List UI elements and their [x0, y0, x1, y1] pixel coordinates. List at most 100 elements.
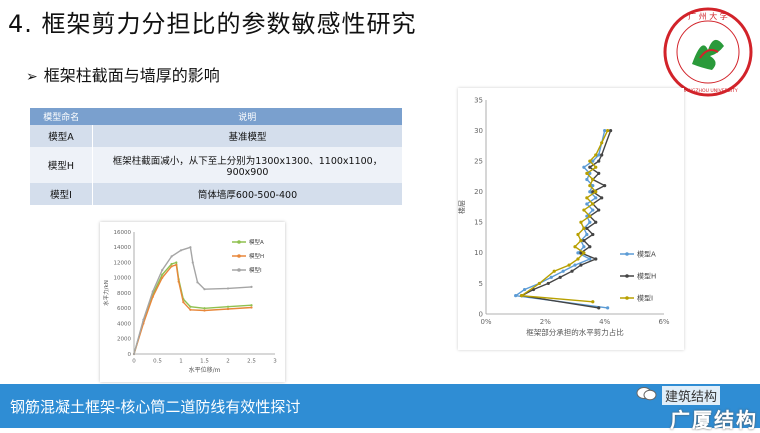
- data-point: [579, 263, 583, 267]
- section-subtitle: ➢ 框架柱截面与墙厚的影响: [26, 62, 220, 86]
- data-point: [579, 220, 583, 224]
- data-point: [597, 171, 601, 175]
- data-point: [170, 255, 173, 258]
- data-point: [226, 307, 230, 311]
- data-point: [582, 226, 586, 230]
- data-point: [588, 159, 592, 163]
- data-point: [597, 208, 601, 212]
- data-point: [203, 288, 206, 291]
- data-point: [573, 263, 577, 267]
- data-point: [594, 190, 598, 194]
- data-point: [175, 263, 178, 266]
- data-point: [585, 196, 589, 200]
- data-point: [522, 287, 527, 292]
- data-point: [588, 245, 592, 249]
- x-tick-label: 2.5: [247, 359, 256, 365]
- wechat-icon: [636, 387, 657, 401]
- x-axis-label: 水平位移/m: [189, 366, 221, 374]
- table-row: 模型H 框架柱截面减小，从下至上分别为1300x1300、1100x1100，9…: [30, 147, 402, 183]
- data-point: [573, 245, 577, 249]
- y-tick-label: 10000: [114, 276, 132, 282]
- model-table: 模型命名 说明 模型A 基准模型 模型H 框架柱截面减小，从下至上分别为1300…: [30, 108, 402, 205]
- data-point: [597, 159, 601, 163]
- data-point: [250, 285, 253, 288]
- legend-label: 模型H: [249, 252, 264, 260]
- data-point: [591, 300, 595, 304]
- legend-marker: [625, 296, 629, 300]
- data-point: [175, 261, 178, 264]
- university-logo: 广 州 大 学 GUANGZHOU UNIVERSITY: [663, 7, 753, 97]
- data-point: [189, 305, 192, 308]
- series-line: [133, 263, 252, 355]
- data-point: [226, 287, 230, 290]
- table-row: 模型I 筒体墙厚600-500-400: [30, 183, 402, 205]
- data-point: [585, 232, 589, 237]
- table-cell-desc: 基准模型: [92, 125, 402, 147]
- y-tick-label: 0: [128, 352, 132, 358]
- data-point: [151, 290, 154, 293]
- shear-ratio-chart-svg: 0 5 10 15 20 25 30 35 0% 2% 4% 6% 框架部分承担的水平剪力占比 楼层模型A…: [457, 96, 670, 337]
- data-point: [591, 202, 595, 206]
- data-point: [585, 171, 589, 175]
- data-point: [594, 153, 598, 157]
- table-cell-model: 模型I: [30, 183, 93, 205]
- x-tick-label: 1.5: [200, 359, 209, 365]
- data-point: [567, 263, 571, 267]
- data-point: [579, 239, 583, 243]
- data-point: [142, 318, 145, 321]
- data-point: [588, 220, 592, 224]
- data-point: [582, 165, 586, 169]
- legend-label: 模型I: [637, 293, 653, 302]
- data-point: [597, 153, 601, 157]
- data-point: [558, 275, 562, 279]
- data-point: [588, 184, 592, 188]
- data-point: [549, 275, 553, 279]
- data-point: [591, 184, 595, 188]
- legend-label: 模型I: [249, 266, 262, 274]
- x-tick-label: 1: [179, 359, 183, 365]
- data-point: [594, 220, 598, 224]
- pushover-chart-svg: 0 2000 4000 6000 8000 10000 12000 14000 16000 0 0.…: [102, 230, 277, 374]
- table-cell-model: 模型H: [30, 147, 93, 183]
- footer-banner: 钢筋混凝土框架-核心筒二道防线有效性探讨: [0, 384, 760, 428]
- x-tick-label: 0.5: [153, 359, 162, 365]
- data-point: [600, 153, 604, 157]
- legend-marker: [625, 252, 629, 256]
- data-point: [561, 269, 565, 273]
- legend-marker: [237, 254, 241, 258]
- data-point: [132, 352, 136, 356]
- data-point: [537, 281, 541, 286]
- x-tick-label: 0: [132, 359, 136, 365]
- data-point: [594, 165, 598, 169]
- data-point: [585, 177, 589, 182]
- y-tick-label: 14000: [114, 245, 132, 251]
- data-point: [585, 226, 589, 230]
- table-cell-desc: 筒体墙厚600-500-400: [92, 183, 402, 205]
- legend-marker: [625, 274, 629, 278]
- x-tick-label: 4%: [599, 318, 610, 326]
- y-axis-label: 楼层: [458, 200, 466, 214]
- data-point: [189, 308, 192, 311]
- data-point: [250, 304, 253, 307]
- y-tick-label: 15: [474, 219, 483, 227]
- data-point: [597, 306, 601, 310]
- data-point: [606, 306, 610, 310]
- data-point: [606, 128, 610, 133]
- data-point: [161, 269, 164, 272]
- data-point: [570, 269, 574, 273]
- shear-ratio-chart: 0 5 10 15 20 25 30 35 0% 2% 4% 6% 框架部分承担的水平剪力占比 楼层 模型A…: [457, 88, 684, 350]
- data-point: [582, 251, 586, 255]
- data-point: [203, 307, 206, 310]
- data-point: [609, 128, 613, 133]
- data-point: [170, 265, 173, 268]
- x-tick-label: 2%: [540, 318, 551, 326]
- logo-top-text: 广 州 大 学: [688, 11, 728, 21]
- x-tick-label: 2: [226, 359, 230, 365]
- legend-label: 模型A: [249, 238, 264, 246]
- data-point: [179, 249, 183, 252]
- data-point: [588, 190, 592, 194]
- data-point: [576, 232, 580, 237]
- legend-marker: [237, 268, 241, 272]
- y-tick-label: 12000: [114, 260, 132, 266]
- data-point: [594, 257, 598, 261]
